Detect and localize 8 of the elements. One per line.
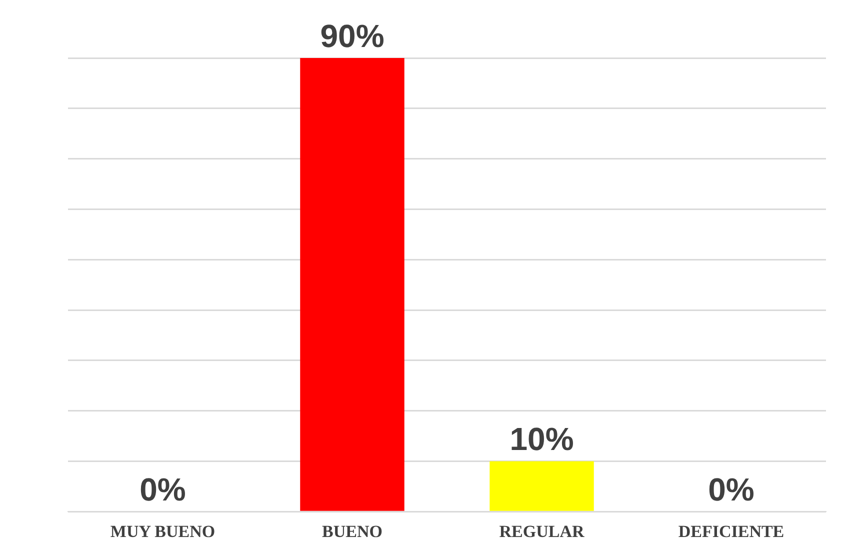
x-tick-label: REGULAR xyxy=(499,522,585,542)
data-label: 0% xyxy=(708,471,754,508)
data-label: 90% xyxy=(320,18,384,54)
data-label: 0% xyxy=(140,471,186,508)
x-tick-label: BUENO xyxy=(322,522,382,542)
x-tick-label: DEFICIENTE xyxy=(678,522,784,542)
x-tick-label: MUY BUENO xyxy=(110,522,216,542)
data-label: 10% xyxy=(510,421,574,458)
